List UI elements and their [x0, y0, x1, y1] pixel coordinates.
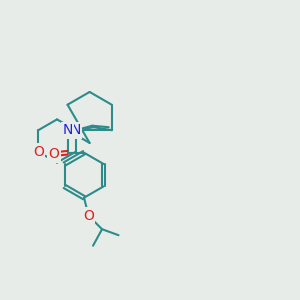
Text: O: O: [83, 209, 94, 223]
Text: O: O: [33, 145, 44, 159]
Text: O: O: [49, 147, 59, 161]
Text: N: N: [62, 123, 73, 137]
Text: N: N: [70, 123, 81, 137]
